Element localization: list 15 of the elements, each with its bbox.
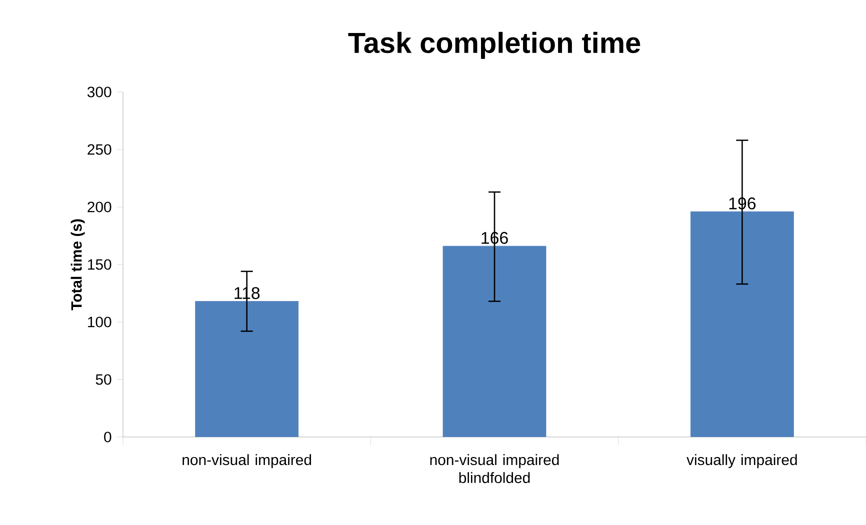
y-tick-label: 100 xyxy=(88,316,112,328)
y-tick-label: 200 xyxy=(88,202,112,212)
bar xyxy=(442,246,546,437)
x-tick-label: visually impaired xyxy=(686,454,797,468)
bar xyxy=(690,211,794,437)
y-tick-label: 300 xyxy=(87,86,112,98)
y-tick-label: 50 xyxy=(96,374,112,385)
x-tick-label: non-visual impaired xyxy=(182,454,312,468)
y-tick-label: 0 xyxy=(104,432,112,442)
chart-title: Task completion time xyxy=(348,32,640,59)
x-tick-label: non-visual impaired blindfolded xyxy=(430,454,559,484)
y-tick-label: 150 xyxy=(88,259,112,270)
bar xyxy=(195,301,299,437)
y-axis-title: Total time (s) xyxy=(70,219,85,310)
y-tick-label: 250 xyxy=(88,144,112,155)
